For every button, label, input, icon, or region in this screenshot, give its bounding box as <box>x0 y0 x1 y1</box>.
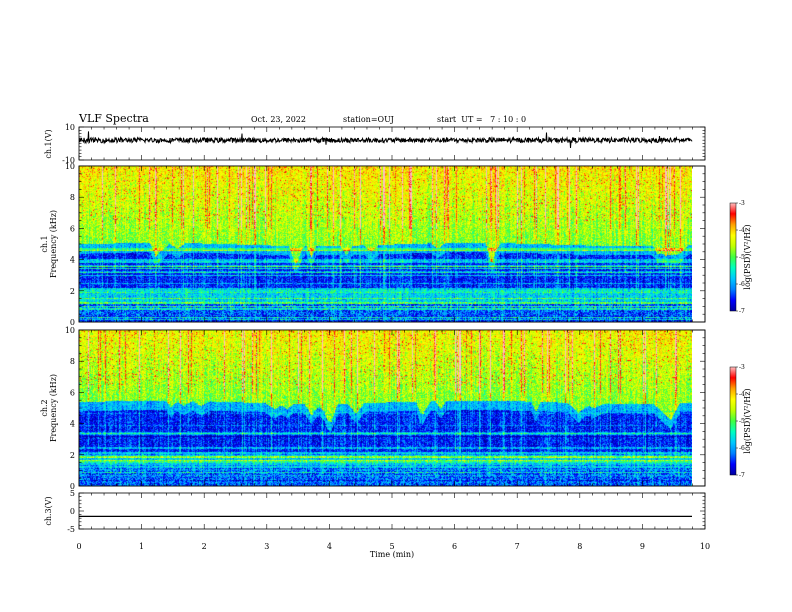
colorbar-tick-label: -7 <box>739 308 745 315</box>
ch2-spectrogram-image <box>79 330 692 486</box>
x-tick-label: 5 <box>389 542 394 551</box>
y-tick-label: 8 <box>70 357 75 366</box>
ylabel-ch3-waveform: ch.3(V) <box>44 496 53 525</box>
y-tick-label: -10 <box>62 156 75 165</box>
y-tick-label: 2 <box>70 451 75 460</box>
x-tick-label: 4 <box>327 542 332 551</box>
waveform-panel-ch3 <box>78 492 706 530</box>
y-tick-label: 10 <box>65 326 75 335</box>
y-tick-label: 10 <box>65 123 75 132</box>
colorbar-tick-label: -7 <box>739 472 745 479</box>
y-tick-label: 0 <box>70 318 75 327</box>
x-tick-label: 1 <box>139 542 144 551</box>
x-tick-label: 9 <box>640 542 645 551</box>
colorbar-tick-label: -5 <box>739 418 745 425</box>
y-tick-label: 2 <box>70 287 75 296</box>
y-tick-label: 8 <box>70 193 75 202</box>
y-tick-label: -5 <box>67 525 75 534</box>
ylabel-ch1-spectrogram-channel: ch.1 <box>40 235 49 252</box>
colorbar-label-ch1: log(PSD)(V²/Hz) <box>743 224 752 289</box>
colorbar-tick-label: -5 <box>739 254 745 261</box>
y-tick-label: 10 <box>65 162 75 171</box>
colorbar-tick-label: -4 <box>739 227 745 234</box>
y-tick-label: 4 <box>70 256 75 265</box>
spectrogram-panel-ch1 <box>78 165 706 323</box>
y-tick-label: 6 <box>70 388 75 397</box>
colorbar-ch2 <box>729 366 737 476</box>
x-tick-label: 6 <box>452 542 457 551</box>
xlabel-time: Time (min) <box>370 550 414 559</box>
y-tick-label: 0 <box>70 482 75 491</box>
x-tick-label: 7 <box>515 542 520 551</box>
colorbar-tick-label: -6 <box>739 445 745 452</box>
x-tick-label: 8 <box>577 542 582 551</box>
header-station: station=OUJ <box>343 115 394 124</box>
y-tick-label: 6 <box>70 224 75 233</box>
ylabel-ch2-spectrogram-channel: ch.2 <box>40 399 49 416</box>
ylabel-ch2-spectrogram-frequency: Frequency (kHz) <box>49 374 58 442</box>
figure-title: VLF Spectra <box>78 112 149 125</box>
y-tick-label: 4 <box>70 420 75 429</box>
x-tick-label: 10 <box>700 542 710 551</box>
ch1-waveform-line <box>79 131 693 149</box>
colorbar-tick-label: -3 <box>739 200 745 207</box>
ylabel-ch1-waveform: ch.1(V) <box>44 129 53 158</box>
ch1-spectrogram-image <box>79 166 692 322</box>
ylabel-ch1-spectrogram-frequency: Frequency (kHz) <box>49 210 58 278</box>
header-start-time: start UT = 7 : 10 : 0 <box>437 115 526 124</box>
y-tick-label: 5 <box>70 489 75 498</box>
x-tick-label: 3 <box>264 542 269 551</box>
colorbar-tick-label: -6 <box>739 281 745 288</box>
waveform-panel-ch1 <box>78 126 706 161</box>
x-tick-label: 0 <box>76 542 81 551</box>
x-tick-label: 2 <box>202 542 207 551</box>
spectrogram-panel-ch2 <box>78 329 706 487</box>
colorbar-label-ch2: log(PSD)(V²/Hz) <box>743 388 752 453</box>
header-date: Oct. 23, 2022 <box>251 115 306 124</box>
y-tick-label: 0 <box>70 507 75 516</box>
colorbar-tick-label: -3 <box>739 364 745 371</box>
colorbar-tick-label: -4 <box>739 391 745 398</box>
colorbar-ch1 <box>729 202 737 312</box>
